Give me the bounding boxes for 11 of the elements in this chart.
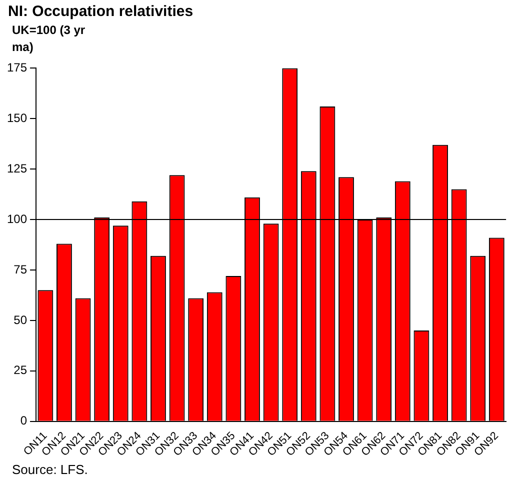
- y-tick-label: 75: [14, 262, 28, 276]
- source-note: Source: LFS.: [12, 462, 88, 477]
- y-tick-label: 100: [6, 212, 28, 226]
- y-tick-label: 175: [6, 60, 28, 75]
- y-tick-label: 50: [14, 312, 28, 327]
- y-tick-label: 25: [14, 363, 28, 378]
- y-tick-label: 125: [6, 161, 28, 176]
- y-tick-label: 0: [20, 414, 28, 428]
- y-axis-title: UK=100 (3 yr ma): [12, 22, 86, 56]
- chart-title: NI: Occupation relativities: [8, 3, 194, 20]
- y-tick-label: 150: [6, 110, 28, 125]
